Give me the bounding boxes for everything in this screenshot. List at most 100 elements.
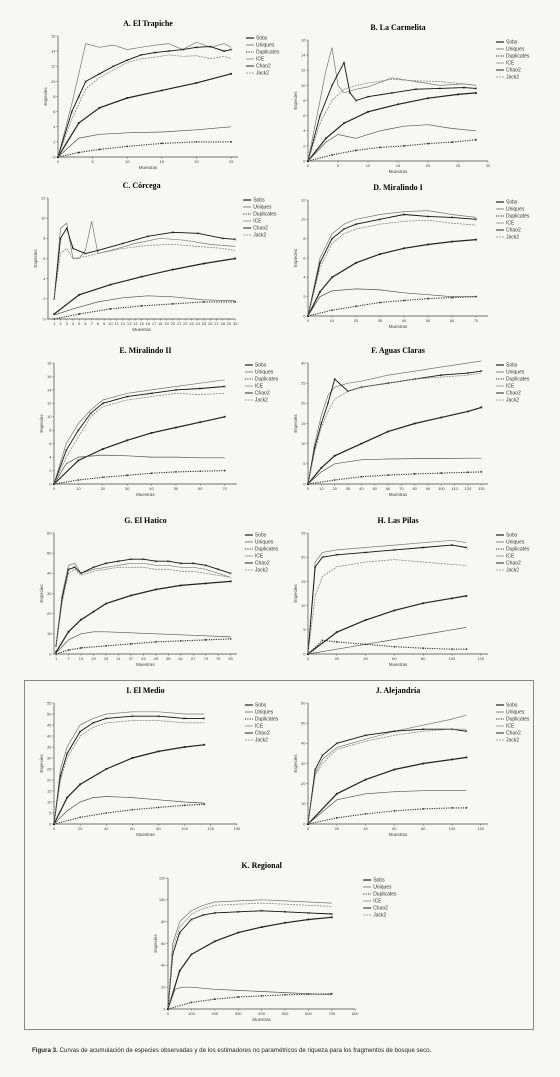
point-sobs [393,609,396,612]
y-tick-label: 8 [303,98,306,103]
x-tick-label: 14 [133,321,138,326]
point-duplicates [126,145,129,148]
point-chao2 [314,768,317,771]
y-axis-label: Especies [293,91,298,110]
legend-label-uniques: Uniques [256,43,275,49]
y-axis-label: Especies [33,249,38,268]
point-chao2 [213,911,216,915]
y-tick-label: 0 [303,313,306,318]
point-sobs [260,926,263,929]
point-chao2 [71,247,75,250]
y-tick-label: 16 [47,374,52,379]
x-tick-label: 27 [214,321,219,326]
point-duplicates [335,817,338,819]
legend-label-sobs: Sobs [506,200,518,206]
point-sobs [330,916,333,919]
point-chao2 [73,566,76,569]
legend-label-jack2: Jack2 [255,738,268,744]
point-duplicates [330,992,333,995]
point-sobs [229,580,232,583]
series-line-uniques [307,790,467,825]
y-tick-label: 20 [47,777,52,782]
point-chao2 [139,53,143,57]
point-duplicates [53,318,56,320]
point-duplicates [190,1001,193,1004]
y-tick-label: 25 [301,381,306,386]
x-tick-label: 40 [149,486,154,491]
x-tick-label: 60 [392,656,397,661]
legend-label-ice: ICE [255,384,264,390]
point-chao2 [153,51,157,54]
point-chao2 [174,388,178,392]
point-chao2 [462,86,466,89]
chart-title: A. El Trapiche [123,19,173,28]
point-sobs [465,595,468,597]
legend-label-uniques: Uniques [506,370,525,376]
series-line-chao2 [53,227,236,299]
point-chao2 [70,110,74,113]
y-tick-label: 8 [43,236,46,241]
point-chao2 [221,237,224,240]
y-tick-label: 12 [301,197,306,202]
chart-title: H. Las Pilas [377,516,418,525]
y-tick-label: 5 [303,627,306,632]
point-chao2 [195,46,198,49]
x-tick-label: 30 [378,318,383,323]
series-line-uniques [307,288,476,317]
chart-title: D. Miralindo I [373,183,423,192]
chart-svg: D. Miralindo I 0 2 4 6 8 10 12 0 10 20 30 40 50 60 70 Mu… [293,183,530,329]
point-chao2 [96,249,100,252]
point-duplicates [230,140,232,143]
x-tick-label: 140 [234,826,241,831]
y-tick-label: 35 [47,744,52,749]
point-chao2 [318,114,322,117]
point-sobs [333,454,336,457]
point-duplicates [154,641,157,643]
point-chao2 [326,402,330,405]
y-tick-label: 10 [47,799,52,804]
point-chao2 [330,912,333,916]
point-chao2 [333,377,336,381]
chart-j-alejandria: J. Alejandría 0 10 20 30 40 50 60 0 20 40 60 80 100 12… [290,685,540,850]
chart-title: J. Alejandría [376,686,420,695]
x-tick-label: 200 [211,1011,218,1016]
x-tick-label: 100 [188,1011,195,1016]
legend-label-sobs: Sobs [506,363,518,369]
x-axis-label: Muestras [136,662,155,667]
x-tick-label: 20 [426,163,431,168]
series-line-duplicates [307,471,482,485]
y-tick-label: 10 [301,83,306,88]
legend-label-uniques: Uniques [506,540,525,546]
series-line-chao2 [53,386,225,485]
series-line-chao2 [307,214,477,317]
point-chao2 [283,910,287,914]
point-duplicates [427,142,429,145]
legend-label-duplicates: Duplicates [506,54,530,60]
point-duplicates [131,808,134,811]
point-duplicates [79,816,82,819]
point-chao2 [450,216,454,219]
x-tick-label: 0 [53,826,56,831]
point-duplicates [403,299,405,302]
x-tick-label: 55 [166,656,171,661]
point-duplicates [467,471,469,474]
y-tick-label: 12 [41,195,46,200]
point-chao2 [125,395,129,398]
point-chao2 [330,237,334,240]
point-chao2 [179,562,182,565]
y-axis-label: Especies [153,934,158,953]
point-chao2 [101,402,104,405]
x-tick-label: 30 [486,163,491,168]
point-chao2 [414,87,418,91]
point-chao2 [67,568,70,571]
point-duplicates [403,144,405,147]
x-tick-label: 23 [189,321,194,326]
x-tick-label: 0 [307,318,310,323]
point-chao2 [126,59,129,62]
point-chao2 [378,218,382,221]
point-sobs [467,410,469,413]
